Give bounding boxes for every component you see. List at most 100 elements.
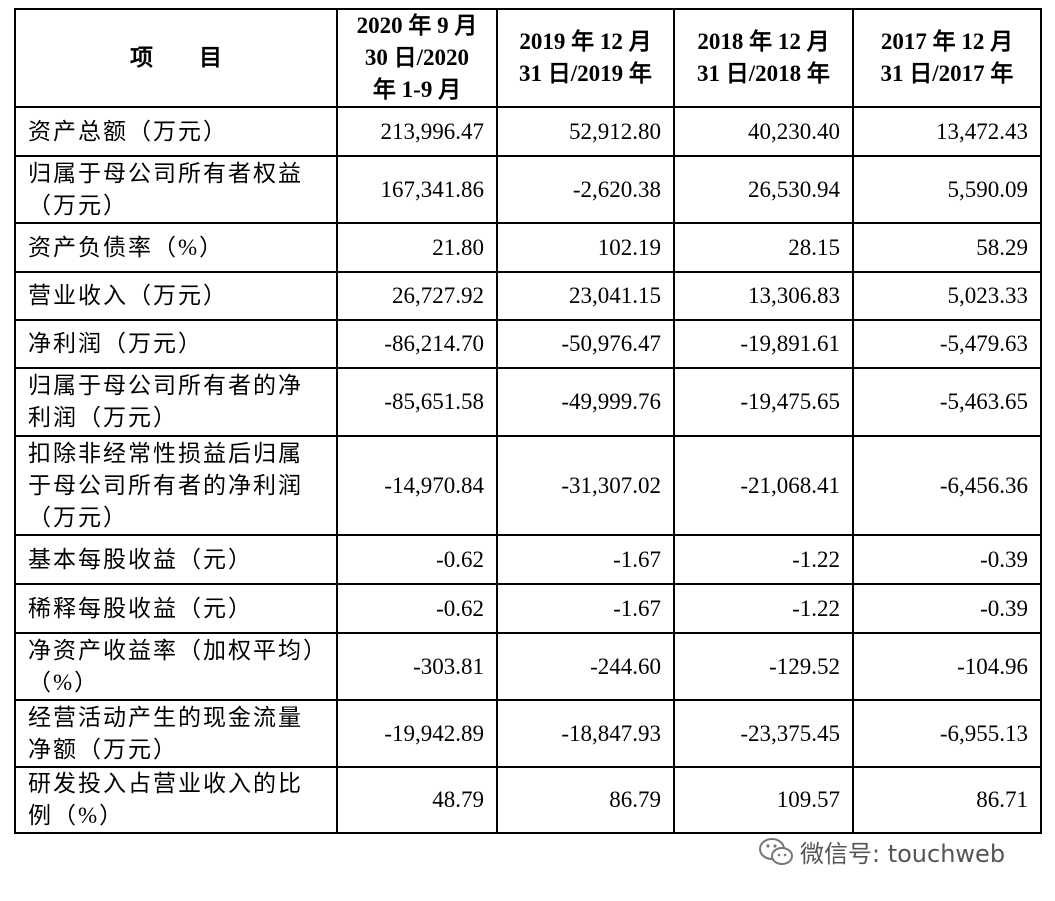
header-line: 30 日/2020 — [364, 45, 470, 70]
data-row: 经营活动产生的现金流量 净额（万元） -19,942.89 -18,847.93 -23… — [14, 699, 1042, 768]
row-label: 营业收入（万元） — [14, 271, 338, 321]
value-cell: -0.62 — [336, 534, 498, 585]
label-line: （%） — [28, 669, 100, 695]
label-line: （万元） — [28, 192, 128, 218]
value-cell: 21.80 — [336, 222, 498, 273]
data-row: 研发投入占营业收入的比 例（%） 48.79 86.79 109.57 86.71 — [14, 766, 1042, 834]
label-line: 研发投入占营业收入的比 — [28, 771, 303, 796]
row-label: 资产总额（万元） — [14, 106, 338, 157]
value-cell: 26,530.94 — [673, 155, 854, 224]
value-cell: 23,041.15 — [496, 271, 675, 321]
value-cell: -0.39 — [852, 583, 1042, 634]
label-line: 净利润（万元） — [28, 331, 203, 356]
value-cell: -85,651.58 — [336, 367, 498, 437]
value-cell: 13,472.43 — [852, 106, 1042, 157]
value-cell: -303.81 — [336, 632, 498, 701]
value-cell: 213,996.47 — [336, 106, 498, 157]
value-cell: -104.96 — [852, 632, 1042, 701]
row-label: 经营活动产生的现金流量 净额（万元） — [14, 699, 338, 768]
data-row: 归属于母公司所有者权益 （万元） 167,341.86 -2,620.38 26,530… — [14, 155, 1042, 224]
label-line: 经营活动产生的现金流量 — [28, 704, 303, 730]
value-cell: -244.60 — [496, 632, 675, 701]
row-label: 净资产收益率（加权平均） （%） — [14, 632, 338, 701]
row-label: 归属于母公司所有者权益 （万元） — [14, 155, 338, 224]
value-cell: 86.71 — [852, 766, 1042, 834]
value-cell: 58.29 — [852, 222, 1042, 273]
header-line: 31 日/2019 年 — [519, 61, 652, 86]
value-cell: 40,230.40 — [673, 106, 854, 157]
value-cell: -86,214.70 — [336, 319, 498, 369]
value-cell: -50,976.47 — [496, 319, 675, 369]
header-cell: 2019 年 12 月 31 日/2019 年 — [496, 8, 675, 108]
row-label: 归属于母公司所有者的净 利润（万元） — [14, 367, 338, 437]
data-row: 稀释每股收益（元） -0.62 -1.67 -1.22 -0.39 — [14, 583, 1042, 634]
value-cell: 109.57 — [673, 766, 854, 834]
header-line: 2019 年 12 月 — [519, 29, 652, 54]
header-cell: 2020 年 9 月 30 日/2020 年 1-9 月 — [336, 8, 498, 108]
label-line: 于母公司所有者的净利润 — [28, 472, 303, 498]
value-cell: -6,955.13 — [852, 699, 1042, 768]
header-cell: 2018 年 12 月 31 日/2018 年 — [673, 8, 854, 108]
value-cell: 5,023.33 — [852, 271, 1042, 321]
row-label: 基本每股收益（元） — [14, 534, 338, 585]
value-cell: -18,847.93 — [496, 699, 675, 768]
label-line: 例（%） — [28, 803, 125, 828]
data-row: 资产负债率（%） 21.80 102.19 28.15 58.29 — [14, 222, 1042, 273]
value-cell: -23,375.45 — [673, 699, 854, 768]
value-cell: 28.15 — [673, 222, 854, 273]
data-row: 资产总额（万元） 213,996.47 52,912.80 40,230.40 13,4… — [14, 106, 1042, 157]
value-cell: 13,306.83 — [673, 271, 854, 321]
header-line: 项 目 — [130, 45, 222, 70]
data-row: 扣除非经常性损益后归属 于母公司所有者的净利润 （万元） -14,970.84 -31,… — [14, 435, 1042, 536]
header-line: 31 日/2017 年 — [880, 61, 1014, 86]
value-cell: -6,456.36 — [852, 435, 1042, 536]
row-label: 资产负债率（%） — [14, 222, 338, 273]
value-cell: 48.79 — [336, 766, 498, 834]
label-line: 资产总额（万元） — [28, 118, 228, 144]
value-cell: -2,620.38 — [496, 155, 675, 224]
row-label: 稀释每股收益（元） — [14, 583, 338, 634]
value-cell: -5,479.63 — [852, 319, 1042, 369]
row-label: 净利润（万元） — [14, 319, 338, 369]
data-row: 净资产收益率（加权平均） （%） -303.81 -244.60 -129.52 -104… — [14, 632, 1042, 701]
label-line: 归属于母公司所有者的净 — [28, 373, 303, 398]
value-cell: -31,307.02 — [496, 435, 675, 536]
row-label: 扣除非经常性损益后归属 于母公司所有者的净利润 （万元） — [14, 435, 338, 536]
value-cell: -21,068.41 — [673, 435, 854, 536]
value-cell: -0.62 — [336, 583, 498, 634]
data-row: 基本每股收益（元） -0.62 -1.67 -1.22 -0.39 — [14, 534, 1042, 585]
value-cell: -19,942.89 — [336, 699, 498, 768]
value-cell: 26,727.92 — [336, 271, 498, 321]
header-cell: 2017 年 12 月 31 日/2017 年 — [852, 8, 1042, 108]
label-line: 利润（万元） — [28, 405, 178, 430]
data-row: 营业收入（万元） 26,727.92 23,041.15 13,306.83 5,023… — [14, 271, 1042, 321]
header-row: 项 目 2020 年 9 月 30 日/2020 年 1-9 月 2019 年 12 月… — [14, 8, 1042, 108]
label-line: 扣除非经常性损益后归属 — [28, 440, 303, 466]
header-line: 2018 年 12 月 — [697, 29, 830, 54]
header-line: 31 日/2018 年 — [697, 61, 830, 86]
value-cell: -0.39 — [852, 534, 1042, 585]
value-cell: 167,341.86 — [336, 155, 498, 224]
financial-table: 项 目 2020 年 9 月 30 日/2020 年 1-9 月 2019 年 12 月… — [14, 8, 1042, 834]
value-cell: 5,590.09 — [852, 155, 1042, 224]
watermark: 微信号: touchweb — [758, 834, 1005, 869]
header-line: 2017 年 12 月 — [880, 29, 1014, 54]
label-line: 净额（万元） — [28, 736, 178, 762]
value-cell: -1.67 — [496, 583, 675, 634]
label-line: 基本每股收益（元） — [28, 546, 253, 572]
value-cell: -49,999.76 — [496, 367, 675, 437]
row-label: 研发投入占营业收入的比 例（%） — [14, 766, 338, 834]
value-cell: 52,912.80 — [496, 106, 675, 157]
label-line: 净资产收益率（加权平均） — [28, 637, 328, 663]
label-line: 资产负债率（%） — [28, 234, 225, 260]
wechat-icon — [759, 837, 793, 865]
value-cell: -5,463.65 — [852, 367, 1042, 437]
header-line: 年 1-9 月 — [372, 77, 462, 102]
watermark-text: 微信号: touchweb — [800, 840, 1006, 868]
value-cell: -19,475.65 — [673, 367, 854, 437]
value-cell: -1.67 — [496, 534, 675, 585]
value-cell: 102.19 — [496, 222, 675, 273]
header-line: 2020 年 9 月 — [356, 13, 478, 38]
label-line: （万元） — [28, 504, 128, 530]
data-row: 归属于母公司所有者的净 利润（万元） -85,651.58 -49,999.76 -19… — [14, 367, 1042, 437]
